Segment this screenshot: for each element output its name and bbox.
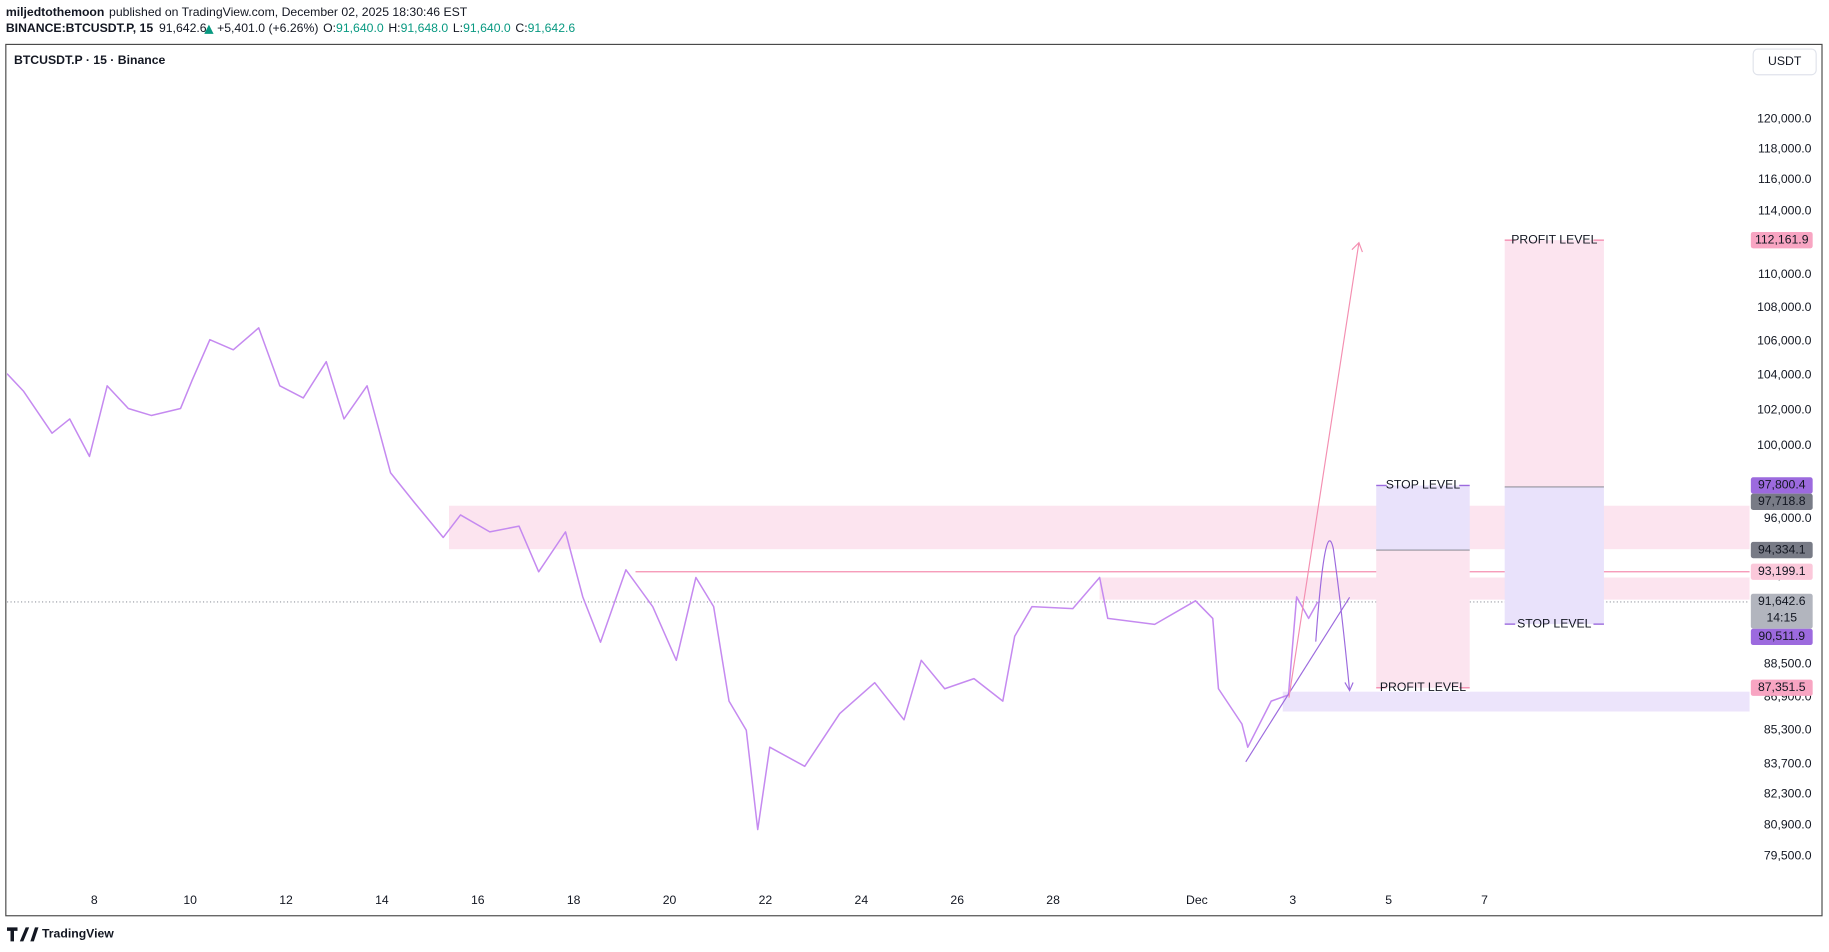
ohlc-label: H: [388,21,400,35]
price-tag [1750,593,1813,629]
price-tag [1750,541,1813,559]
x-tick-label: 14 [375,893,389,907]
trend-line [1245,596,1351,763]
profit-area [1504,240,1604,487]
x-tick-label: 7 [1481,893,1488,907]
x-tick-label: 22 [759,893,773,907]
y-tick-label: 80,900.0 [1764,817,1812,831]
stop-area [1504,486,1604,625]
y-tick-label: 118,000.0 [1758,142,1812,156]
price-tag-label: 93,199.1 [1758,564,1806,578]
stop-label: STOP LEVEL [1386,478,1461,492]
ohlc-value: 91,640.0 [336,21,384,35]
price-tag [1750,628,1813,646]
x-tick-label: 12 [279,893,293,907]
ohlc-label: C: [515,21,527,35]
price-tag [1750,679,1813,696]
axes: 8 10 12 14 16 18 20 22 24 26 28 Dec 3 5 7 120,000.0 118,… [91,111,1812,906]
countdown: 14:15 [1766,610,1797,624]
y-tick-label: 88,500.0 [1764,657,1812,671]
x-tick-label: 10 [183,893,197,907]
last-price: 91,642.6 [159,21,207,35]
profit-label: PROFIT LEVEL [1511,232,1597,246]
price-line [6,327,1319,831]
logo-mark [6,927,39,942]
drawings [1245,241,1363,763]
logo-text: TradingView [42,927,114,941]
logo: TradingView [6,927,114,942]
price-tag [1750,231,1813,249]
x-tick-label: 28 [1046,893,1060,907]
up-arrow [204,24,214,34]
projection-down [1315,540,1354,692]
y-tick-label: 83,700.0 [1764,756,1812,770]
symbol-line: BINANCE:BTCUSDT.P, 15 91,642.6 [6,21,207,35]
y-tick-label: 110,000.0 [1758,267,1812,281]
y-tick-label: 120,000.0 [1757,111,1812,125]
currency[interactable]: USDT [1768,54,1802,68]
change-line: +5,401.0 (+6.26%) O:91,640.0 H:91,648.0 L:9… [217,21,575,35]
projection-up [1288,241,1363,698]
ohlc-value: 91,648.0 [401,21,449,35]
change: +5,401.0 (+6.26%) [217,21,318,35]
price-tag-label: 94,334.1 [1758,542,1806,556]
ohlc-value: 91,642.6 [528,21,576,35]
price-tag-label: 97,800.4 [1758,478,1806,492]
price-tag-label: 97,718.8 [1758,494,1806,508]
symbol: BINANCE:BTCUSDT.P, 15 [6,21,153,35]
y-tick-label: 114,000.0 [1758,203,1812,217]
stop-area [1376,485,1470,551]
price-tags: 112,161.9 97,800.4 97,718.8 94,334.1 93,199.… [1750,231,1813,696]
price-tag [1750,477,1813,494]
price-tag [1750,563,1813,580]
y-tick-label: 104,000.0 [1757,368,1812,382]
chart-title: BTCUSDT.P · 15 · Binance [14,53,166,67]
author: miljedtothemoon [6,5,105,19]
price-tag-label: 91,642.6 [1758,594,1806,608]
x-tick-label: 5 [1385,893,1392,907]
y-tick-label: 82,300.0 [1764,787,1812,801]
currency-button[interactable] [1752,48,1817,76]
profit-label: PROFIT LEVEL [1380,680,1466,694]
price-tag-label: 112,161.9 [1755,232,1809,246]
pane-border [5,43,1823,917]
x-tick-label: 18 [567,893,581,907]
y-tick-label: 85,300.0 [1764,723,1812,737]
publish-line: miljedtothemoon published on TradingView.… [6,5,468,19]
x-tick-label: 3 [1289,893,1296,907]
x-tick-label: 20 [663,893,677,907]
y-tick-label: 96,000.0 [1764,511,1812,525]
x-tick-label: Dec [1186,893,1208,907]
price-tag [1750,493,1813,510]
ohlc-value: 91,640.0 [463,21,511,35]
x-tick-label: 24 [855,893,869,907]
y-tick-label: 116,000.0 [1758,172,1812,186]
price-tag-label: 90,511.9 [1758,629,1805,643]
zone [1282,691,1750,712]
published: published on TradingView.com, December 0… [109,5,468,19]
y-tick-label: 100,000.0 [1757,438,1812,452]
ohlc-label: O: [323,21,336,35]
stop-label: STOP LEVEL [1517,616,1592,630]
y-tick-label: 79,500.0 [1764,849,1812,863]
x-tick-label: 8 [91,893,98,907]
x-tick-label: 26 [950,893,964,907]
y-tick-label: 106,000.0 [1757,334,1812,348]
y-tick-label: 108,000.0 [1757,300,1812,314]
profit-area [1376,550,1470,688]
y-tick-label: 102,000.0 [1757,402,1812,416]
plot-area: STOP LEVEL PROFIT LEVEL STOP LEVEL PROFIT L… [6,232,1750,831]
ohlc-label: L: [453,21,463,35]
price-tag-label: 87,351.5 [1758,680,1806,694]
x-tick-label: 16 [471,893,485,907]
